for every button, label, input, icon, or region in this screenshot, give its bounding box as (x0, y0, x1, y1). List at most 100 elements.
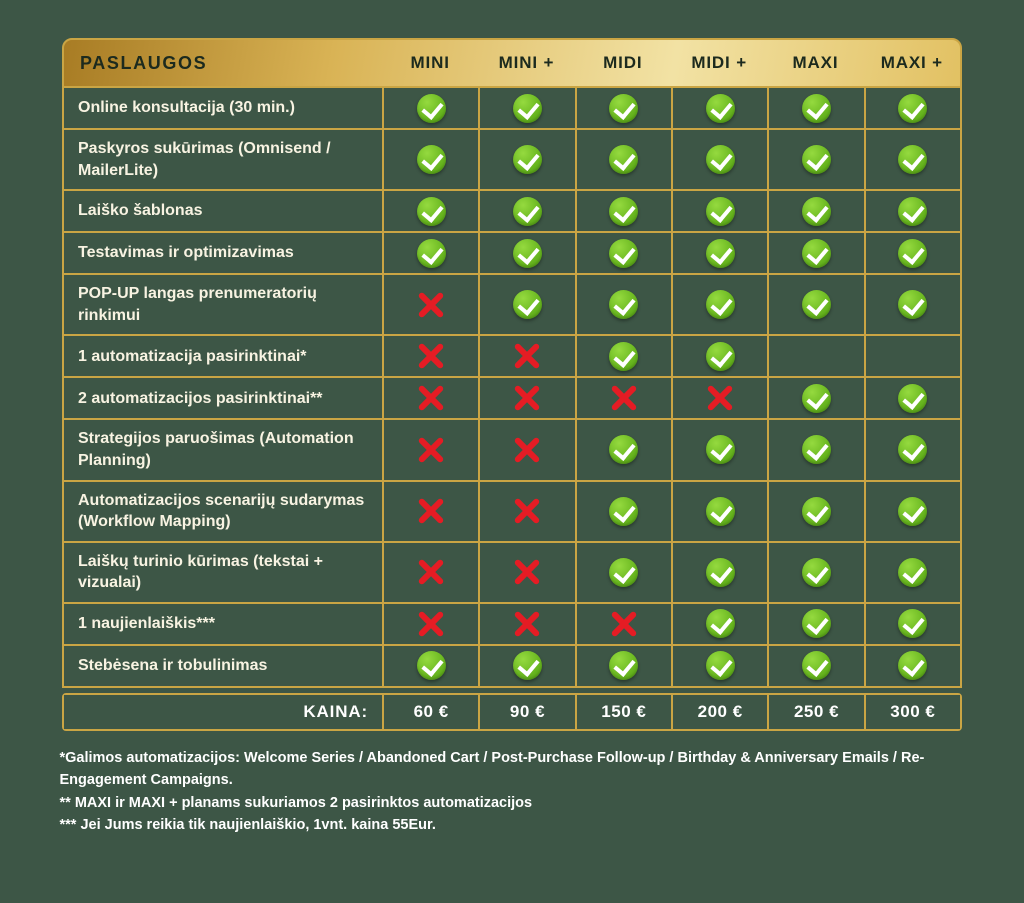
cross-icon (416, 496, 446, 526)
included-cell (576, 233, 671, 274)
included-cell (673, 88, 768, 128)
price-row: KAINA: 60 €90 €150 €200 €250 €300 € (62, 692, 962, 731)
check-icon (609, 145, 639, 175)
included-cell (769, 191, 864, 232)
check-icon (609, 557, 639, 587)
included-cell (480, 130, 575, 190)
included-cell (384, 88, 479, 128)
check-icon (705, 435, 735, 465)
check-icon (801, 609, 831, 639)
check-icon (609, 435, 639, 465)
included-cell (576, 420, 671, 480)
service-label: Testavimas ir optimizavimas (64, 233, 382, 274)
pricing-table: PASLAUGOS MINI MINI + MIDI MIDI + MAXI MAXI +… (62, 38, 962, 731)
price-value: 300 € (865, 694, 960, 729)
cross-icon (416, 341, 446, 371)
included-cell (673, 645, 768, 686)
service-label: POP-UP langas prenumeratorių rinkimui (64, 275, 382, 335)
check-icon (609, 290, 639, 320)
check-icon (609, 196, 639, 226)
check-icon (705, 290, 735, 320)
service-label: Stebėsena ir tobulinimas (64, 645, 382, 686)
included-cell (576, 130, 671, 190)
excluded-cell (576, 378, 671, 419)
price-value: 60 € (384, 694, 479, 729)
cross-icon (512, 557, 542, 587)
excluded-cell (384, 420, 479, 480)
excluded-cell (384, 542, 479, 602)
excluded-cell (673, 378, 768, 419)
pricing-comparison-page: { "chart_data": { "type": "table", "titl… (0, 38, 1024, 903)
excluded-cell (384, 275, 479, 335)
price-value: 150 € (576, 694, 671, 729)
included-cell (769, 645, 864, 686)
included-cell (769, 233, 864, 274)
check-icon (898, 290, 928, 320)
excluded-cell (480, 336, 575, 377)
price-label: KAINA: (64, 694, 382, 729)
cross-icon (512, 383, 542, 413)
included-cell (384, 233, 479, 274)
included-cell (576, 645, 671, 686)
check-icon (609, 341, 639, 371)
included-cell (865, 275, 960, 335)
included-cell (480, 191, 575, 232)
footnote: *** Jei Jums reikia tik naujienlaiškio, … (59, 817, 436, 834)
included-cell (865, 378, 960, 419)
check-icon (898, 609, 928, 639)
check-icon (801, 93, 831, 123)
price-value: 250 € (769, 694, 864, 729)
excluded-cell (480, 542, 575, 602)
included-cell (576, 481, 671, 541)
cross-icon (512, 609, 542, 639)
check-icon (898, 435, 928, 465)
included-cell (673, 542, 768, 602)
check-icon (705, 93, 735, 123)
footnote: ** MAXI ir MAXI + planams sukuriamos 2 p… (59, 794, 533, 811)
cross-icon (416, 435, 446, 465)
check-icon (512, 651, 542, 681)
included-cell (865, 645, 960, 686)
check-icon (512, 290, 542, 320)
included-cell (576, 275, 671, 335)
cross-icon (512, 435, 542, 465)
included-cell (769, 88, 864, 128)
check-icon (705, 196, 735, 226)
check-icon (801, 196, 831, 226)
check-icon (705, 145, 735, 175)
cross-icon (609, 609, 639, 639)
empty-cell (865, 336, 960, 377)
check-icon (609, 93, 639, 123)
check-icon (801, 651, 831, 681)
included-cell (673, 233, 768, 274)
included-cell (576, 88, 671, 128)
included-cell (769, 603, 864, 644)
included-cell (673, 603, 768, 644)
header-plan-1: MINI (410, 53, 450, 72)
service-label: Laiškų turinio kūrimas (tekstai + vizual… (64, 542, 382, 602)
check-icon (609, 496, 639, 526)
included-cell (865, 542, 960, 602)
check-icon (416, 196, 446, 226)
check-icon (801, 435, 831, 465)
service-label: Laiško šablonas (64, 191, 382, 232)
excluded-cell (480, 378, 575, 419)
service-label: 2 automatizacijos pasirinktinai** (64, 378, 382, 419)
check-icon (512, 238, 542, 268)
check-icon (512, 145, 542, 175)
included-cell (769, 275, 864, 335)
included-cell (769, 378, 864, 419)
empty-cell (769, 336, 864, 377)
service-label: Paskyros sukūrimas (Omnisend / MailerLit… (64, 130, 382, 190)
check-icon (416, 145, 446, 175)
included-cell (865, 88, 960, 128)
price-value: 200 € (673, 694, 768, 729)
included-cell (576, 191, 671, 232)
cross-icon (416, 557, 446, 587)
header-plan-2: MINI + (498, 53, 555, 72)
check-icon (416, 651, 446, 681)
included-cell (769, 130, 864, 190)
table-header-row: PASLAUGOS MINI MINI + MIDI MIDI + MAXI MAXI + (62, 38, 962, 88)
excluded-cell (384, 336, 479, 377)
check-icon (898, 145, 928, 175)
